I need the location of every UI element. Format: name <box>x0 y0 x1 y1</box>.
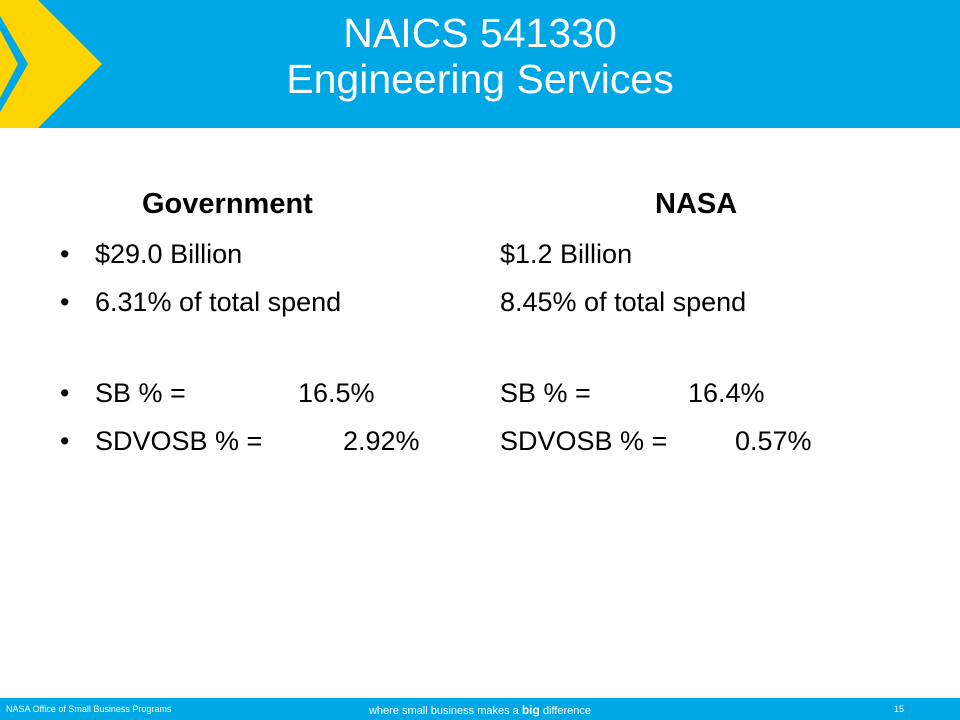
nasa-sdvosb-label: SDVOSB % = <box>500 426 668 456</box>
government-sdvosb-value: 2.92% <box>343 426 420 456</box>
bullet-icon: • <box>60 287 70 317</box>
government-share: 6.31% of total spend <box>95 287 342 317</box>
tagline-pre: where small business makes a <box>368 705 519 717</box>
bullet-icon: • <box>60 426 70 456</box>
title-line-2: Engineering Services <box>286 56 674 102</box>
chevron-logo-icon <box>0 0 102 128</box>
government-sb-value: 16.5% <box>298 378 375 408</box>
nasa-spend: $1.2 Billion <box>500 239 633 269</box>
title-line-1: NAICS 541330 <box>343 10 617 56</box>
slide-title: NAICS 541330 Engineering Services <box>0 10 960 102</box>
government-sb-label: SB % = <box>95 378 186 408</box>
bullet-icon: • <box>60 239 70 269</box>
footer-org: NASA Office of Small Business Programs <box>6 704 172 714</box>
page-number: 15 <box>893 704 904 714</box>
bullet-icon: • <box>60 378 70 408</box>
nasa-sdvosb-value: 0.57% <box>735 426 812 456</box>
slide-footer: NASA Office of Small Business Programs w… <box>0 698 960 720</box>
footer-tagline: where small business makes a big differe… <box>0 703 960 717</box>
nasa-sb-label: SB % = <box>500 378 591 408</box>
slide-header: NAICS 541330 Engineering Services <box>0 0 960 128</box>
nasa-share: 8.45% of total spend <box>500 287 747 317</box>
nasa-heading: NASA <box>655 188 738 220</box>
nasa-sb-value: 16.4% <box>688 378 765 408</box>
government-spend: $29.0 Billion <box>95 239 243 269</box>
government-sdvosb-label: SDVOSB % = <box>95 426 263 456</box>
tagline-bold: big <box>521 703 540 717</box>
tagline-post: difference <box>542 705 592 717</box>
government-heading: Government <box>142 188 313 220</box>
